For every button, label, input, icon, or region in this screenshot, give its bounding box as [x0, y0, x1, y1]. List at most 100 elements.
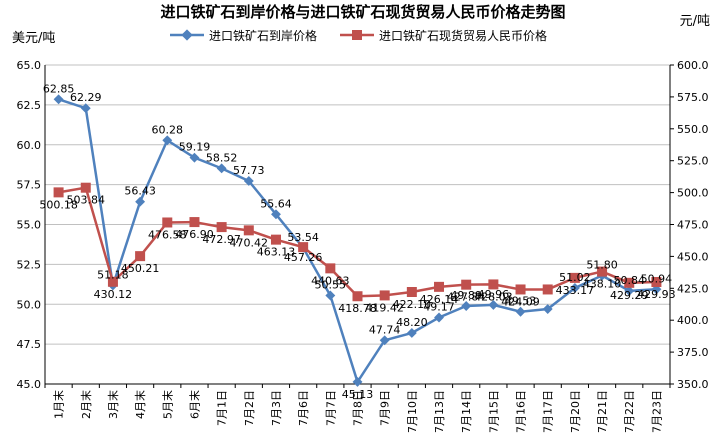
data-point-diamond — [243, 176, 254, 186]
data-label: 60.28 — [152, 123, 184, 136]
data-point-diamond — [352, 376, 363, 387]
right-y-tick-label: 475.0 — [677, 219, 709, 232]
axes — [44, 64, 674, 388]
data-point-diamond — [406, 328, 417, 338]
right-y-tick-label: 600.0 — [677, 59, 709, 72]
data-point-square — [325, 263, 336, 274]
x-tick-label: 7月20日 — [569, 390, 582, 433]
data-point-square — [298, 242, 309, 253]
data-point-diamond — [53, 94, 64, 105]
data-point-diamond — [271, 209, 281, 220]
legend-marker-square — [352, 30, 362, 40]
data-point-square — [542, 284, 553, 295]
data-label: 427.84 — [447, 291, 486, 304]
data-label: 47.74 — [369, 323, 401, 336]
data-label: 500.18 — [39, 198, 78, 211]
legend-label-cif: 进口铁矿石到岸价格 — [209, 28, 317, 43]
data-label: 57.73 — [233, 164, 265, 177]
x-tick-label: 7月21日 — [596, 390, 609, 433]
x-tick-label: 5月末 — [160, 390, 174, 419]
data-label: 55.64 — [260, 197, 292, 210]
data-label: 463.13 — [257, 246, 296, 259]
data-label: 56.43 — [124, 185, 156, 198]
data-point-square — [216, 222, 227, 233]
x-tick-label: 4月末 — [133, 390, 147, 419]
left-y-tick-label: 52.5 — [17, 258, 42, 271]
data-label: 48.20 — [396, 316, 428, 329]
data-label: 51.18 — [97, 268, 129, 281]
gridlines — [45, 64, 670, 345]
data-label: 429.93 — [637, 288, 676, 301]
data-point-diamond — [461, 301, 472, 311]
left-y-tick-label: 55.0 — [17, 219, 42, 232]
left-y-tick-label: 47.5 — [17, 338, 42, 351]
data-point-diamond — [569, 283, 580, 293]
x-tick-label: 7月14日 — [460, 390, 473, 433]
legend-label-rmb: 进口铁矿石现货贸易人民币价格 — [379, 28, 547, 43]
data-label: 51.02 — [559, 271, 591, 284]
chart-title: 进口铁矿石到岸价格与进口铁矿石现货贸易人民币价格走势图 — [160, 3, 565, 21]
right-y-tick-label: 575.0 — [677, 91, 709, 104]
x-tick-label: 7月10日 — [406, 390, 419, 433]
data-point-square — [270, 234, 281, 245]
x-tick-label: 7月15日 — [487, 390, 500, 433]
data-label: 50.94 — [641, 272, 673, 285]
x-tick-label: 7月3日 — [270, 390, 283, 426]
data-point-diamond — [135, 196, 146, 207]
right-y-tick-label: 525.0 — [677, 155, 709, 168]
data-label: 51.80 — [586, 259, 618, 272]
x-tick-label: 7月8日 — [352, 390, 365, 426]
data-point-diamond — [80, 103, 91, 114]
x-tick-label: 1月末 — [52, 390, 66, 419]
right-y-tick-label: 500.0 — [677, 187, 709, 200]
data-point-square — [515, 284, 526, 295]
data-point-square — [107, 276, 118, 287]
x-tick-label: 7月9日 — [379, 390, 392, 426]
data-label: 59.19 — [179, 141, 211, 154]
data-point-square — [162, 217, 173, 228]
data-point-square — [624, 277, 635, 288]
data-point-square — [461, 279, 472, 290]
data-label: 62.29 — [70, 91, 102, 104]
data-label: 428.03 — [474, 290, 513, 303]
left-y-tick-label: 62.5 — [17, 99, 42, 112]
right-y-tick-label: 450.0 — [677, 250, 709, 263]
legend: 进口铁矿石到岸价格 进口铁矿石现货贸易人民币价格 — [170, 28, 547, 43]
x-tick-label: 7月1日 — [216, 390, 229, 426]
data-point-square — [651, 277, 662, 288]
data-label: 430.12 — [94, 288, 133, 301]
data-point-square — [352, 291, 363, 302]
data-point-square — [379, 290, 390, 301]
data-point-diamond — [162, 135, 173, 146]
data-label: 503.84 — [67, 194, 106, 207]
right-y-tick-label: 375.0 — [677, 346, 709, 359]
data-label: 476.58 — [148, 228, 187, 241]
data-label: 45.13 — [342, 388, 374, 401]
x-tick-label: 7月23日 — [650, 390, 663, 433]
data-point-square — [189, 217, 200, 228]
left-y-tick-label: 50.0 — [17, 298, 42, 311]
data-label: 49.17 — [423, 300, 455, 313]
x-tick-label: 7月2日 — [243, 390, 256, 426]
left-y-tick-label: 65.0 — [17, 59, 42, 72]
left-y-ticks: 45.0 47.5 50.0 52.5 55.0 57.5 60.0 62.5 65.0 — [17, 59, 42, 391]
right-y-tick-label: 350.0 — [677, 378, 709, 391]
data-label: 470.42 — [230, 236, 269, 249]
right-y-ticks: 350.0 375.0 400.0 425.0 450.0 475.0 500.0 525.0… — [677, 59, 709, 391]
data-point-diamond — [515, 306, 526, 317]
right-y-tick-label: 425.0 — [677, 282, 709, 295]
data-label: 418.78 — [338, 302, 377, 315]
left-y-tick-label: 57.5 — [17, 179, 42, 192]
x-tick-label: 7月17日 — [542, 390, 555, 433]
data-point-square — [488, 279, 499, 290]
data-label: 422.10 — [393, 298, 432, 311]
right-y-tick-label: 400.0 — [677, 314, 709, 327]
left-axis-unit: 美元/吨 — [12, 31, 55, 46]
x-tick-label: 7月22日 — [623, 390, 636, 433]
data-point-diamond — [542, 304, 553, 314]
x-tick-label: 6月末 — [187, 390, 201, 419]
right-y-tick-label: 550.0 — [677, 123, 709, 136]
data-label: 426.14 — [420, 293, 459, 306]
